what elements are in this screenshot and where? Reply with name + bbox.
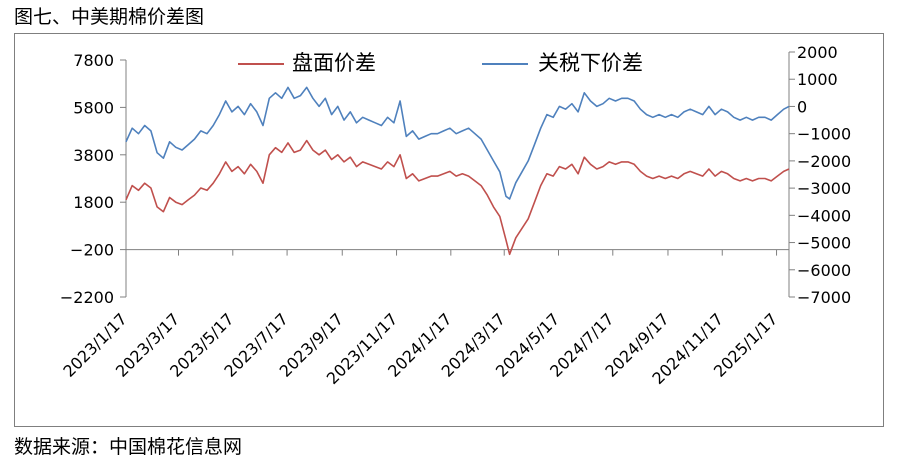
right-y-tick-label: −6000 <box>797 261 851 280</box>
left-y-tick-label: 3800 <box>73 146 114 165</box>
left-y-tick-label: 5800 <box>73 98 114 117</box>
series-line-tariff-spread <box>125 86 790 200</box>
legend-label-futures-spread: 盘面价差 <box>292 51 376 75</box>
left-y-tick-label: 7800 <box>73 51 114 70</box>
right-y-tick-label: −1000 <box>797 125 851 144</box>
figure-title: 图七、中美期棉价差图 <box>14 6 205 28</box>
right-y-tick-label: 1000 <box>797 70 838 89</box>
chart-frame <box>14 33 884 427</box>
right-y-tick-label: −2000 <box>797 152 851 171</box>
left-y-tick-label: −200 <box>70 241 114 260</box>
left-y-tick-label: −2200 <box>60 288 114 307</box>
right-y-tick-label: 0 <box>797 97 807 116</box>
legend-label-tariff-spread: 关税下价差 <box>538 51 643 75</box>
right-y-tick-label: −5000 <box>797 234 851 253</box>
series-line-futures-spread <box>125 139 790 256</box>
left-y-tick-label: 1800 <box>73 193 114 212</box>
right-y-tick-label: 2000 <box>797 43 838 62</box>
right-y-tick-label: −4000 <box>797 206 851 225</box>
right-y-tick-label: −7000 <box>797 288 851 307</box>
data-source-note: 数据来源：中国棉花信息网 <box>14 436 243 458</box>
right-y-tick-label: −3000 <box>797 179 851 198</box>
